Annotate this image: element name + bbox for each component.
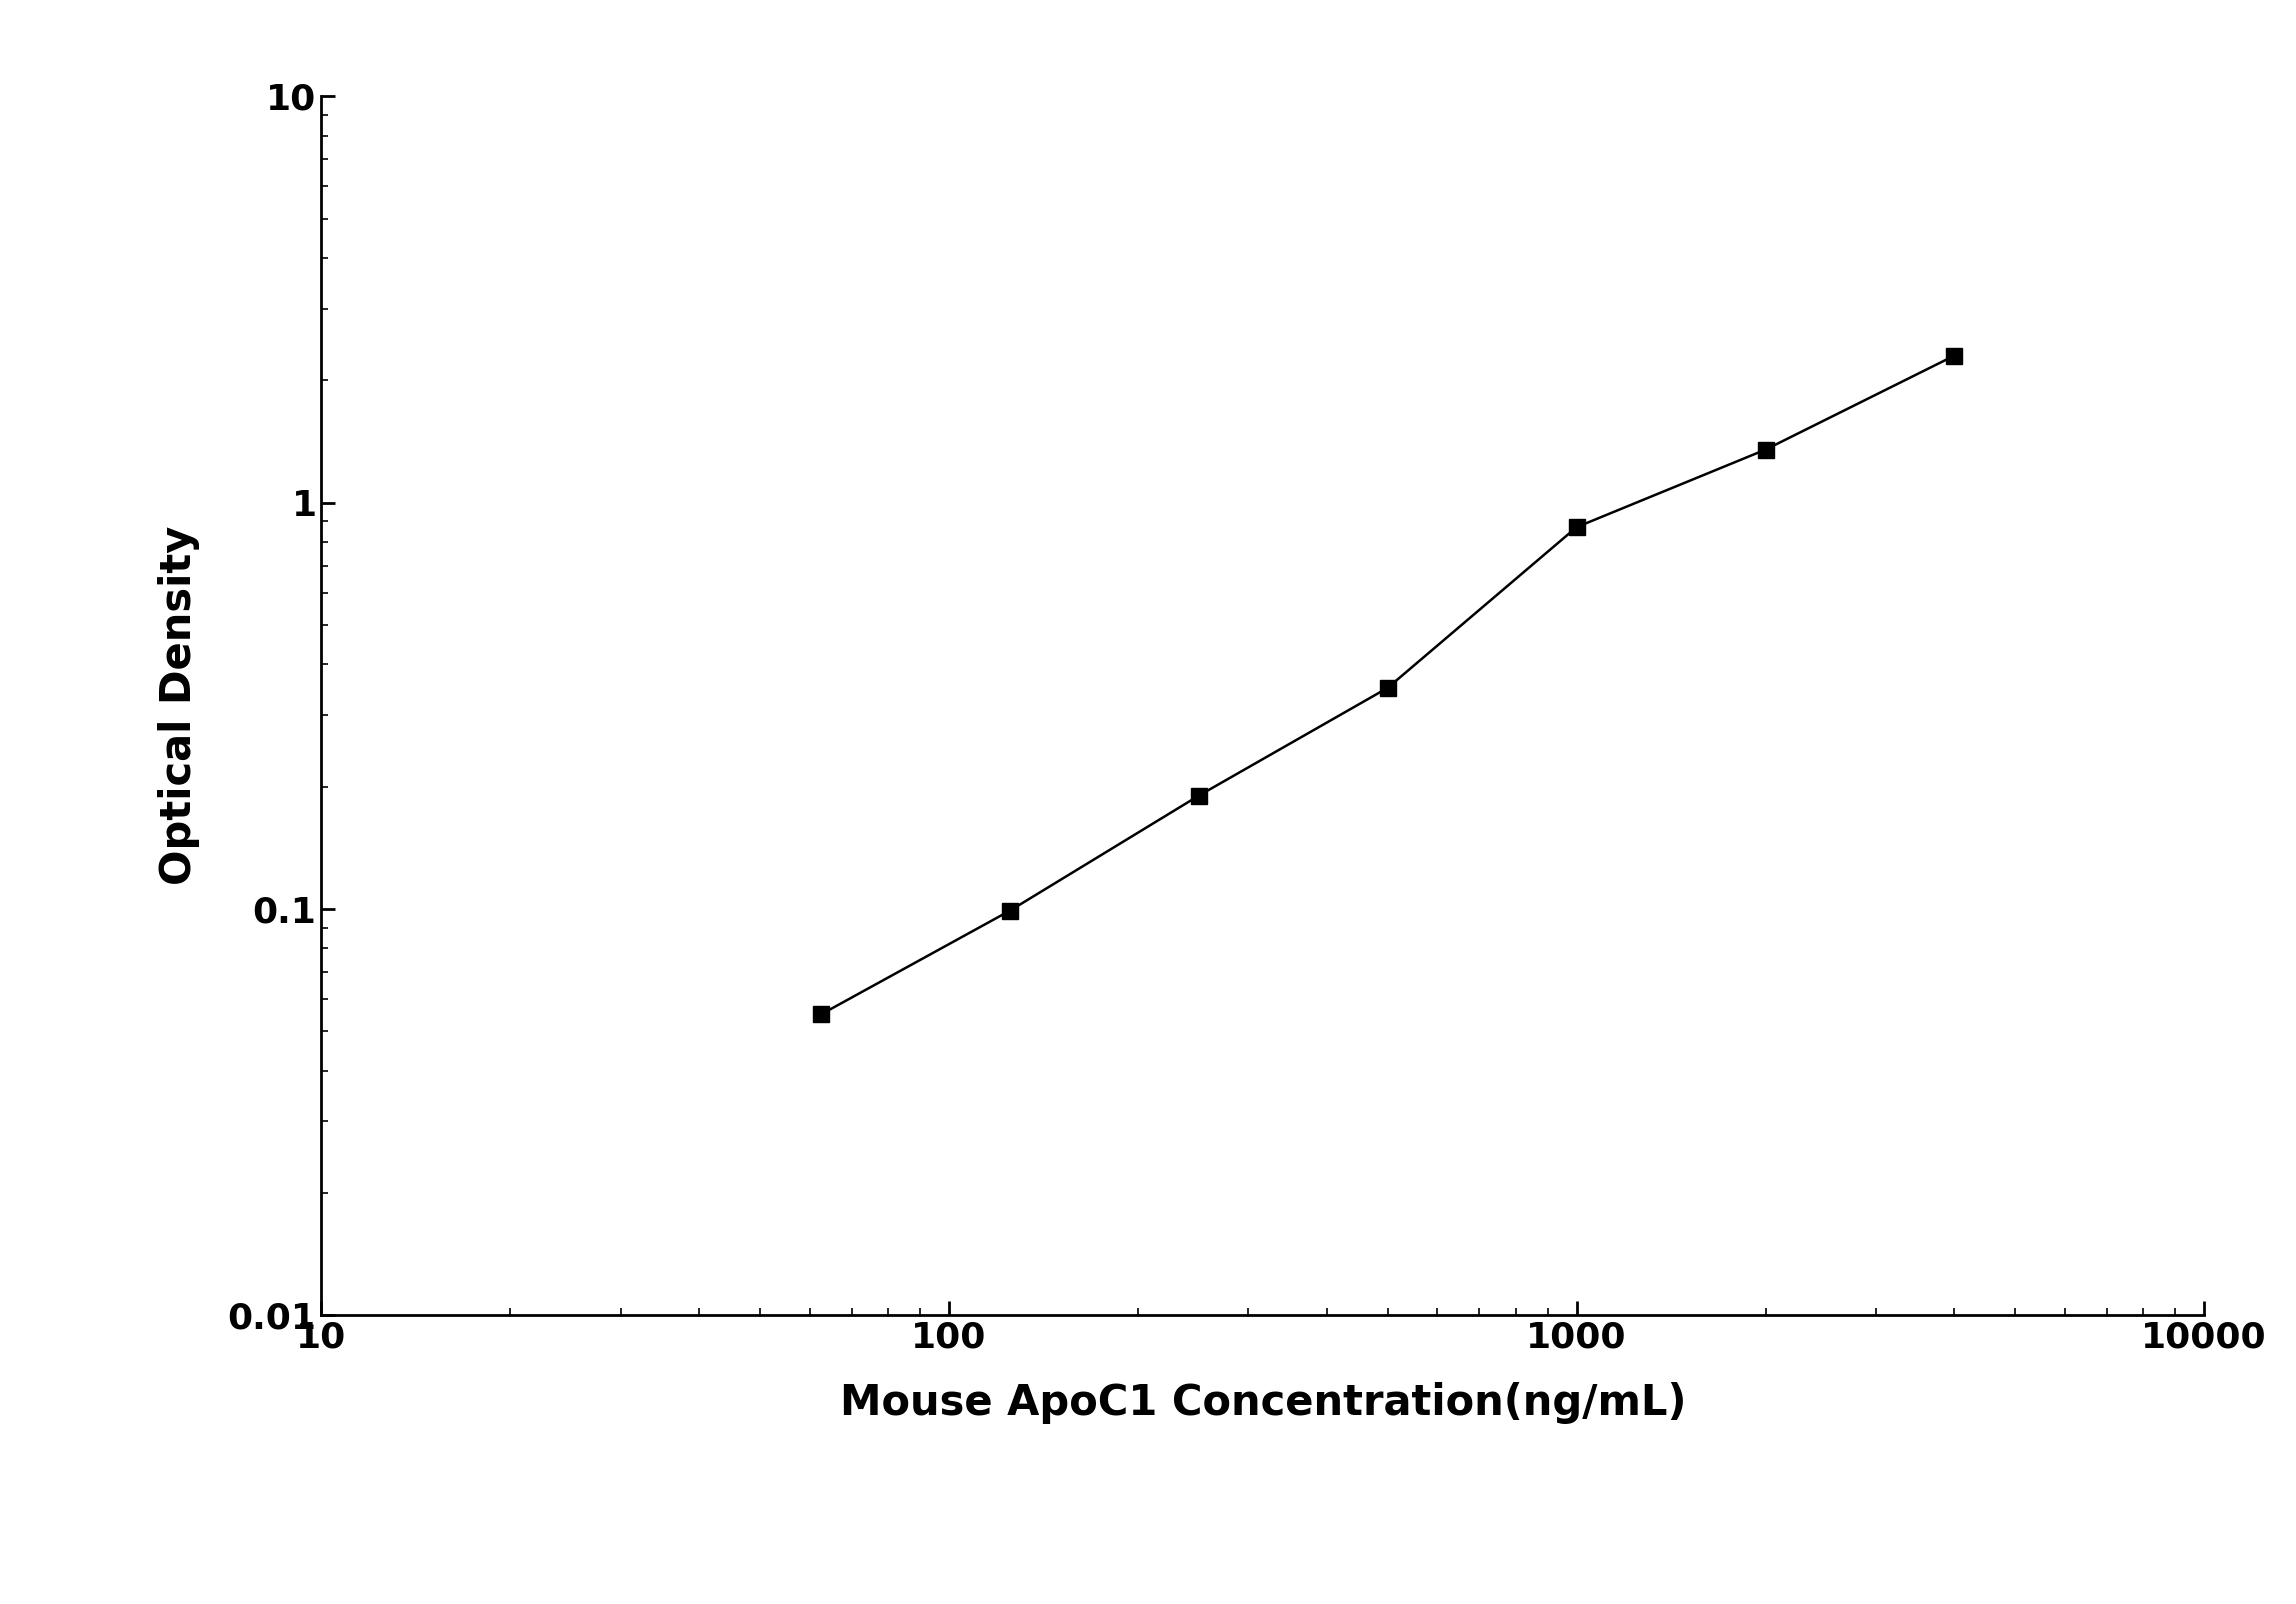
Y-axis label: Optical Density: Optical Density xyxy=(158,526,200,885)
X-axis label: Mouse ApoC1 Concentration(ng/mL): Mouse ApoC1 Concentration(ng/mL) xyxy=(840,1383,1685,1424)
